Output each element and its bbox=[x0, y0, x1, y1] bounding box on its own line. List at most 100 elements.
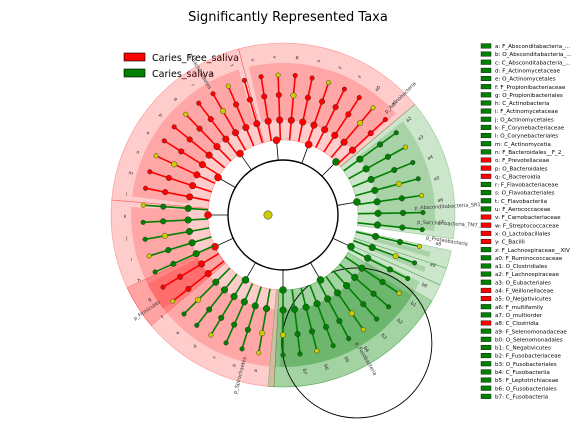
leaf-branch-46 bbox=[317, 280, 350, 339]
node-class-0 bbox=[263, 305, 271, 313]
node-order-47 bbox=[323, 324, 330, 331]
node-class-23 bbox=[264, 117, 272, 125]
node-order-8 bbox=[170, 260, 177, 267]
leaf-branch-30 bbox=[330, 107, 374, 159]
key-label-c: c: C_Absconditabacteria_... bbox=[495, 60, 571, 66]
node-order-28 bbox=[332, 104, 339, 111]
node-class-35 bbox=[371, 186, 379, 194]
node-family-36 bbox=[419, 193, 425, 199]
node-order-24 bbox=[275, 92, 282, 99]
key-swatch-a8 bbox=[480, 320, 492, 326]
node-family-47 bbox=[330, 343, 336, 349]
node-order-21 bbox=[233, 101, 240, 108]
node-family-9 bbox=[146, 253, 152, 259]
key-label-a0: a0: F_Ruminococcaceae bbox=[495, 256, 563, 262]
key-swatch-v bbox=[480, 214, 492, 220]
leaf-branch-33 bbox=[348, 146, 406, 180]
leaf-branch-6 bbox=[172, 260, 225, 302]
key-swatch-a bbox=[480, 43, 492, 49]
node-order-49 bbox=[294, 331, 301, 338]
node-order-45 bbox=[348, 310, 355, 317]
sector-absconditabacteria bbox=[353, 230, 452, 269]
node-family-44 bbox=[374, 316, 380, 322]
node-family-2 bbox=[223, 340, 229, 346]
key-label-f: f: F_Propionibacteriaceae bbox=[495, 85, 566, 91]
sector-bacilli-inner bbox=[147, 258, 209, 309]
node-class-45 bbox=[333, 289, 341, 297]
node-class-11 bbox=[184, 216, 192, 224]
node-class-32 bbox=[356, 155, 364, 163]
node-family-16 bbox=[161, 138, 167, 144]
node-class-12 bbox=[184, 204, 192, 212]
key-swatch-f bbox=[480, 84, 492, 90]
key-swatch-b1 bbox=[480, 344, 492, 350]
rim-letter-b1: b1 bbox=[409, 300, 417, 308]
taxa-key: a: F_Absconditabacteria_... b: O_Abscondi… bbox=[480, 43, 572, 400]
node-phylum-4 bbox=[332, 158, 340, 166]
key-swatch-b0 bbox=[480, 336, 492, 342]
node-class-43 bbox=[351, 273, 359, 281]
node-family-19 bbox=[196, 100, 202, 106]
sector-firmicutes bbox=[110, 199, 280, 388]
node-order-40 bbox=[392, 253, 399, 260]
node-order-50 bbox=[280, 332, 287, 339]
node-family-11 bbox=[140, 219, 146, 225]
leaf-branch-1 bbox=[241, 286, 262, 350]
key-swatch-a3 bbox=[480, 279, 492, 285]
node-class-47 bbox=[313, 300, 321, 308]
node-family-48 bbox=[314, 348, 320, 354]
node-order-44 bbox=[360, 301, 367, 308]
key-label-p: p: O_Bacteroidales bbox=[495, 166, 548, 172]
key-swatch-i bbox=[480, 108, 492, 114]
key-swatch-x bbox=[480, 230, 492, 236]
node-family-46 bbox=[346, 336, 352, 342]
key-label-z: z: F_Lachnospiraceae__XIV bbox=[495, 248, 570, 254]
node-family-35 bbox=[415, 176, 421, 182]
node-family-33 bbox=[402, 144, 408, 150]
node-class-40 bbox=[368, 243, 376, 251]
key-label-b6: b6: O_Fusobacteriales bbox=[495, 386, 557, 392]
sector-actinobacteria bbox=[340, 104, 456, 240]
key-swatch-t bbox=[480, 198, 492, 204]
key-label-a: a: F_Absconditabacteria_... bbox=[495, 44, 570, 50]
node-order-33 bbox=[384, 153, 391, 160]
node-phylum-2 bbox=[272, 136, 281, 145]
key-swatch-e bbox=[480, 75, 492, 81]
leaf-branch-19 bbox=[198, 102, 239, 156]
node-order-23 bbox=[261, 93, 268, 100]
leaf-branch-41 bbox=[349, 248, 409, 280]
leaf-branch-16 bbox=[163, 140, 220, 176]
node-family-32 bbox=[393, 130, 399, 136]
legend-swatch-caries-free bbox=[123, 52, 146, 62]
key-label-w: w: F_Streptococcaceae bbox=[495, 223, 559, 229]
node-family-29 bbox=[356, 95, 362, 101]
key-swatch-b4 bbox=[480, 369, 492, 375]
rim-letter-u: u bbox=[249, 58, 254, 62]
node-order-1 bbox=[244, 326, 251, 333]
legend: Caries_Free_saliva Caries_saliva bbox=[123, 52, 239, 80]
key-swatch-k bbox=[480, 124, 492, 130]
key-label-n: n: F_Bacteroidales__F_2_ bbox=[495, 150, 564, 156]
node-order-41 bbox=[386, 266, 393, 273]
rim-letter-c: c bbox=[212, 355, 218, 360]
key-label-g: g: O_Propionibacteriales bbox=[495, 93, 563, 99]
node-family-34 bbox=[410, 160, 416, 166]
rim-letter-l: l bbox=[125, 192, 127, 198]
node-order-17 bbox=[186, 136, 193, 143]
sector-actinobacteria-inner bbox=[357, 121, 435, 231]
node-family-45 bbox=[360, 327, 366, 333]
rim-letter-w: w bbox=[295, 55, 300, 59]
sector-bacteroidetes-inner bbox=[248, 63, 396, 152]
node-order-3 bbox=[218, 314, 225, 321]
rim-letter-p: p bbox=[157, 113, 162, 119]
node-family-24 bbox=[275, 72, 281, 78]
node-class-22 bbox=[253, 120, 261, 128]
key-swatch-r bbox=[480, 181, 492, 187]
key-label-a7: a7: O_multiorder bbox=[495, 313, 543, 319]
node-order-43 bbox=[370, 290, 377, 297]
node-family-43 bbox=[386, 304, 392, 310]
node-order-0 bbox=[259, 330, 266, 337]
node-order-27 bbox=[319, 98, 326, 105]
leaf-branch-37 bbox=[357, 211, 423, 215]
key-swatch-m bbox=[480, 141, 492, 147]
